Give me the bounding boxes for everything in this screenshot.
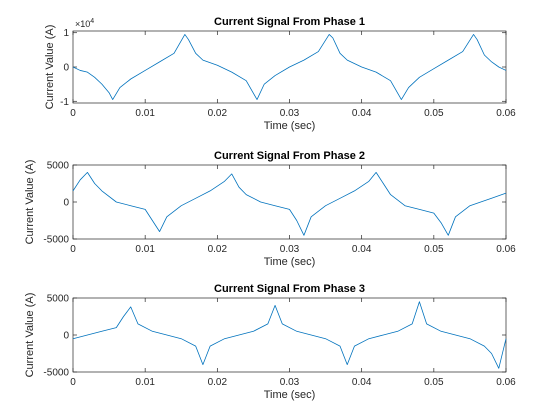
- y-axis-label: Current Value (A): [24, 160, 36, 245]
- y-axis-label: Current Value (A): [44, 25, 56, 110]
- x-tick-label: 0.02: [208, 377, 228, 388]
- series-line: [72, 34, 507, 100]
- y-axis-label: Current Value (A): [24, 293, 36, 378]
- x-tick-label: 0.06: [496, 108, 516, 119]
- subplot-title: Current Signal From Phase 3: [214, 283, 365, 295]
- x-tick-label: 0.01: [135, 244, 155, 255]
- y-exponent-label: ×104: [75, 18, 94, 29]
- plot-area: [72, 297, 507, 373]
- x-tick-label: 0.05: [424, 244, 444, 255]
- x-tick-label: 0.05: [424, 377, 444, 388]
- x-tick-label: 0.01: [135, 377, 155, 388]
- x-tick-label: 0.01: [135, 108, 155, 119]
- x-axis-label: Time (sec): [264, 256, 316, 268]
- x-tick-label: 0.04: [352, 244, 372, 255]
- y-tick-label: 5000: [47, 294, 70, 305]
- subplot-2: Current Signal From Phase 2 0 0.01 0.02 0.03…: [24, 150, 516, 268]
- y-tick-label: 5000: [47, 161, 70, 172]
- x-tick-label: 0.04: [352, 377, 372, 388]
- x-tick-label: 0.06: [496, 244, 516, 255]
- y-tick-label: -5000: [43, 368, 69, 379]
- x-tick-label: 0.05: [424, 108, 444, 119]
- y-tick-label: 0: [63, 198, 69, 209]
- x-tick-label: 0.02: [208, 244, 228, 255]
- subplot-title: Current Signal From Phase 1: [214, 16, 365, 28]
- subplot-title: Current Signal From Phase 2: [214, 150, 365, 162]
- x-tick-label: 0.03: [280, 377, 300, 388]
- x-tick-label: 0: [70, 108, 76, 119]
- y-tick-label: 0: [63, 331, 69, 342]
- x-tick-label: 0.03: [280, 244, 300, 255]
- subplot-1: Current Signal From Phase 1 0 0.01 0.02 0.03…: [44, 16, 516, 132]
- series-line: [72, 172, 507, 236]
- x-tick-label: 0: [70, 244, 76, 255]
- x-tick-label: 0: [70, 377, 76, 388]
- y-tick-label: 0: [63, 63, 69, 74]
- y-tick-label: 1: [63, 28, 69, 39]
- x-tick-label: 0.06: [496, 377, 516, 388]
- x-tick-label: 0.03: [280, 108, 300, 119]
- y-tick-label: -5000: [43, 235, 69, 246]
- subplot-3: Current Signal From Phase 3 0 0.01 0.02 0.03…: [24, 283, 516, 401]
- x-axis-label: Time (sec): [264, 389, 316, 401]
- series-line: [72, 301, 507, 369]
- y-tick-label: -1: [60, 97, 69, 108]
- x-tick-label: 0.04: [352, 108, 372, 119]
- x-axis-label: Time (sec): [264, 120, 316, 132]
- plot-area: [72, 164, 507, 240]
- x-tick-label: 0.02: [208, 108, 228, 119]
